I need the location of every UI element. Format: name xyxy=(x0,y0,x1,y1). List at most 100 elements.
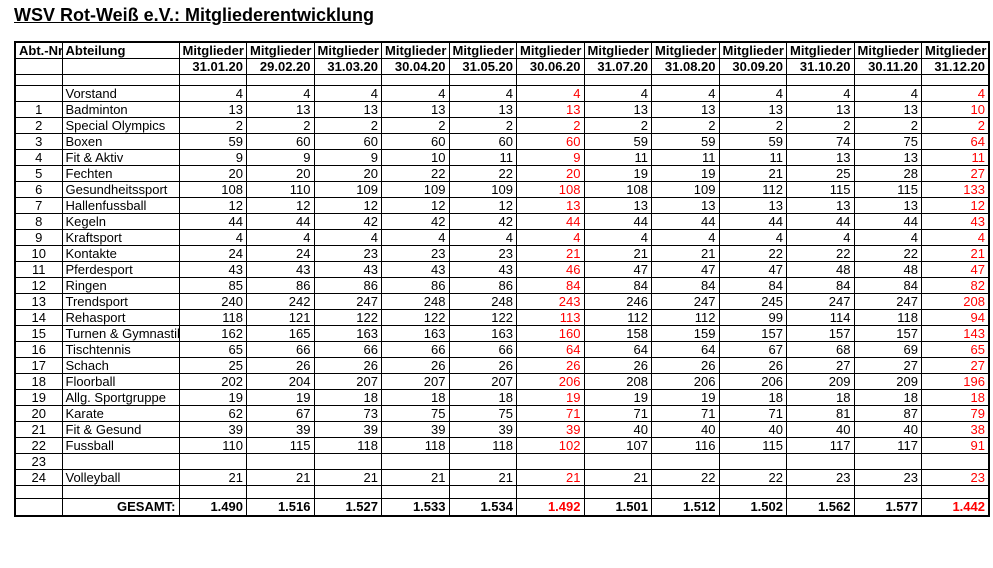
dept-name: Boxen xyxy=(61,133,180,150)
member-count: 247 xyxy=(651,293,720,310)
member-count: 84 xyxy=(651,277,720,294)
member-count: 47 xyxy=(651,261,720,278)
dept-name: Rehasport xyxy=(61,309,180,326)
total-value: 1.516 xyxy=(246,498,315,516)
dept-number: 7 xyxy=(14,197,63,214)
dept-number: 18 xyxy=(14,373,63,390)
member-count: 25 xyxy=(786,165,855,182)
header-mitglieder-11: Mitglieder xyxy=(853,41,922,59)
member-count: 4 xyxy=(583,229,652,246)
member-count: 22 xyxy=(718,245,787,262)
member-count: 19 xyxy=(516,389,585,406)
member-count: 207 xyxy=(313,373,382,390)
member-count: 209 xyxy=(853,373,922,390)
member-count: 60 xyxy=(381,133,450,150)
member-count: 2 xyxy=(651,117,720,134)
member-count: 4 xyxy=(718,229,787,246)
member-count: 12 xyxy=(313,197,382,214)
member-count: 118 xyxy=(853,309,922,326)
member-count: 39 xyxy=(448,421,517,438)
header-abteilung: Abteilung xyxy=(61,41,180,59)
member-count: 163 xyxy=(448,325,517,342)
spacer-row-top xyxy=(14,74,990,86)
table-row: 4 Fit & Aktiv 9 9 9 10 11 9 11 11 11 13 13 11 xyxy=(14,149,990,166)
member-count: 11 xyxy=(448,149,517,166)
dept-number: 22 xyxy=(14,437,63,454)
dept-name: Trendsport xyxy=(61,293,180,310)
member-count: 11 xyxy=(921,149,990,166)
total-empty xyxy=(14,498,63,516)
spacer-cell xyxy=(583,485,652,499)
member-count: 162 xyxy=(178,325,247,342)
member-count: 107 xyxy=(583,437,652,454)
member-count: 19 xyxy=(583,389,652,406)
member-count: 115 xyxy=(246,437,315,454)
member-count: 21 xyxy=(313,469,382,486)
member-count: 64 xyxy=(516,341,585,358)
member-count: 59 xyxy=(583,133,652,150)
member-count: 110 xyxy=(246,181,315,198)
member-count: 19 xyxy=(583,165,652,182)
member-count: 40 xyxy=(786,421,855,438)
member-count: 69 xyxy=(853,341,922,358)
member-count: 43 xyxy=(448,261,517,278)
member-count: 75 xyxy=(381,405,450,422)
total-value: 1.562 xyxy=(786,498,855,516)
header-row-dates: 31.01.20 29.02.20 31.03.20 30.04.20 31.05.20… xyxy=(14,58,990,75)
spacer-cell xyxy=(651,485,720,499)
member-count: 39 xyxy=(381,421,450,438)
dept-number: 8 xyxy=(14,213,63,230)
dept-number: 14 xyxy=(14,309,63,326)
member-count: 21 xyxy=(381,469,450,486)
member-count: 4 xyxy=(448,229,517,246)
member-count xyxy=(786,453,855,470)
member-count: 115 xyxy=(786,181,855,198)
dept-name: Vorstand xyxy=(61,85,180,102)
header-abt-nr: Abt.-Nr. xyxy=(14,41,63,59)
spacer-cell xyxy=(246,485,315,499)
member-count: 11 xyxy=(718,149,787,166)
dept-name: Tischtennis xyxy=(61,341,180,358)
header-mitglieder-6: Mitglieder xyxy=(516,41,585,59)
spacer-cell xyxy=(246,74,315,86)
dept-name: Schach xyxy=(61,357,180,374)
header-row-labels: Abt.-Nr. Abteilung Mitglieder Mitglieder Mit… xyxy=(14,41,990,59)
member-count: 84 xyxy=(583,277,652,294)
member-count: 20 xyxy=(178,165,247,182)
spacer-cell xyxy=(313,74,382,86)
table-row: 10 Kontakte 24 24 23 23 23 21 21 21 22 22 22 21 xyxy=(14,245,990,262)
dept-number: 9 xyxy=(14,229,63,246)
member-count: 71 xyxy=(516,405,585,422)
dept-name: Karate xyxy=(61,405,180,422)
member-count: 71 xyxy=(583,405,652,422)
member-count: 158 xyxy=(583,325,652,342)
member-count: 84 xyxy=(516,277,585,294)
member-count: 10 xyxy=(381,149,450,166)
member-count: 109 xyxy=(313,181,382,198)
dept-name: Special Olympics xyxy=(61,117,180,134)
member-count: 67 xyxy=(718,341,787,358)
dept-name: Fussball xyxy=(61,437,180,454)
dept-name: Kontakte xyxy=(61,245,180,262)
total-value: 1.577 xyxy=(853,498,922,516)
member-count: 27 xyxy=(853,357,922,374)
dept-name: Pferdesport xyxy=(61,261,180,278)
total-value: 1.501 xyxy=(583,498,652,516)
member-count: 122 xyxy=(381,309,450,326)
spacer-cell xyxy=(786,485,855,499)
member-count: 2 xyxy=(921,117,990,134)
member-count xyxy=(516,453,585,470)
member-count: 25 xyxy=(178,357,247,374)
member-count: 12 xyxy=(921,197,990,214)
member-count xyxy=(448,453,517,470)
member-count: 115 xyxy=(718,437,787,454)
member-count: 13 xyxy=(516,101,585,118)
member-count: 13 xyxy=(381,101,450,118)
member-count: 59 xyxy=(718,133,787,150)
member-count: 2 xyxy=(448,117,517,134)
spacer-cell xyxy=(516,485,585,499)
member-count: 48 xyxy=(786,261,855,278)
spacer-cell xyxy=(448,74,517,86)
member-count: 99 xyxy=(718,309,787,326)
member-count: 2 xyxy=(853,117,922,134)
